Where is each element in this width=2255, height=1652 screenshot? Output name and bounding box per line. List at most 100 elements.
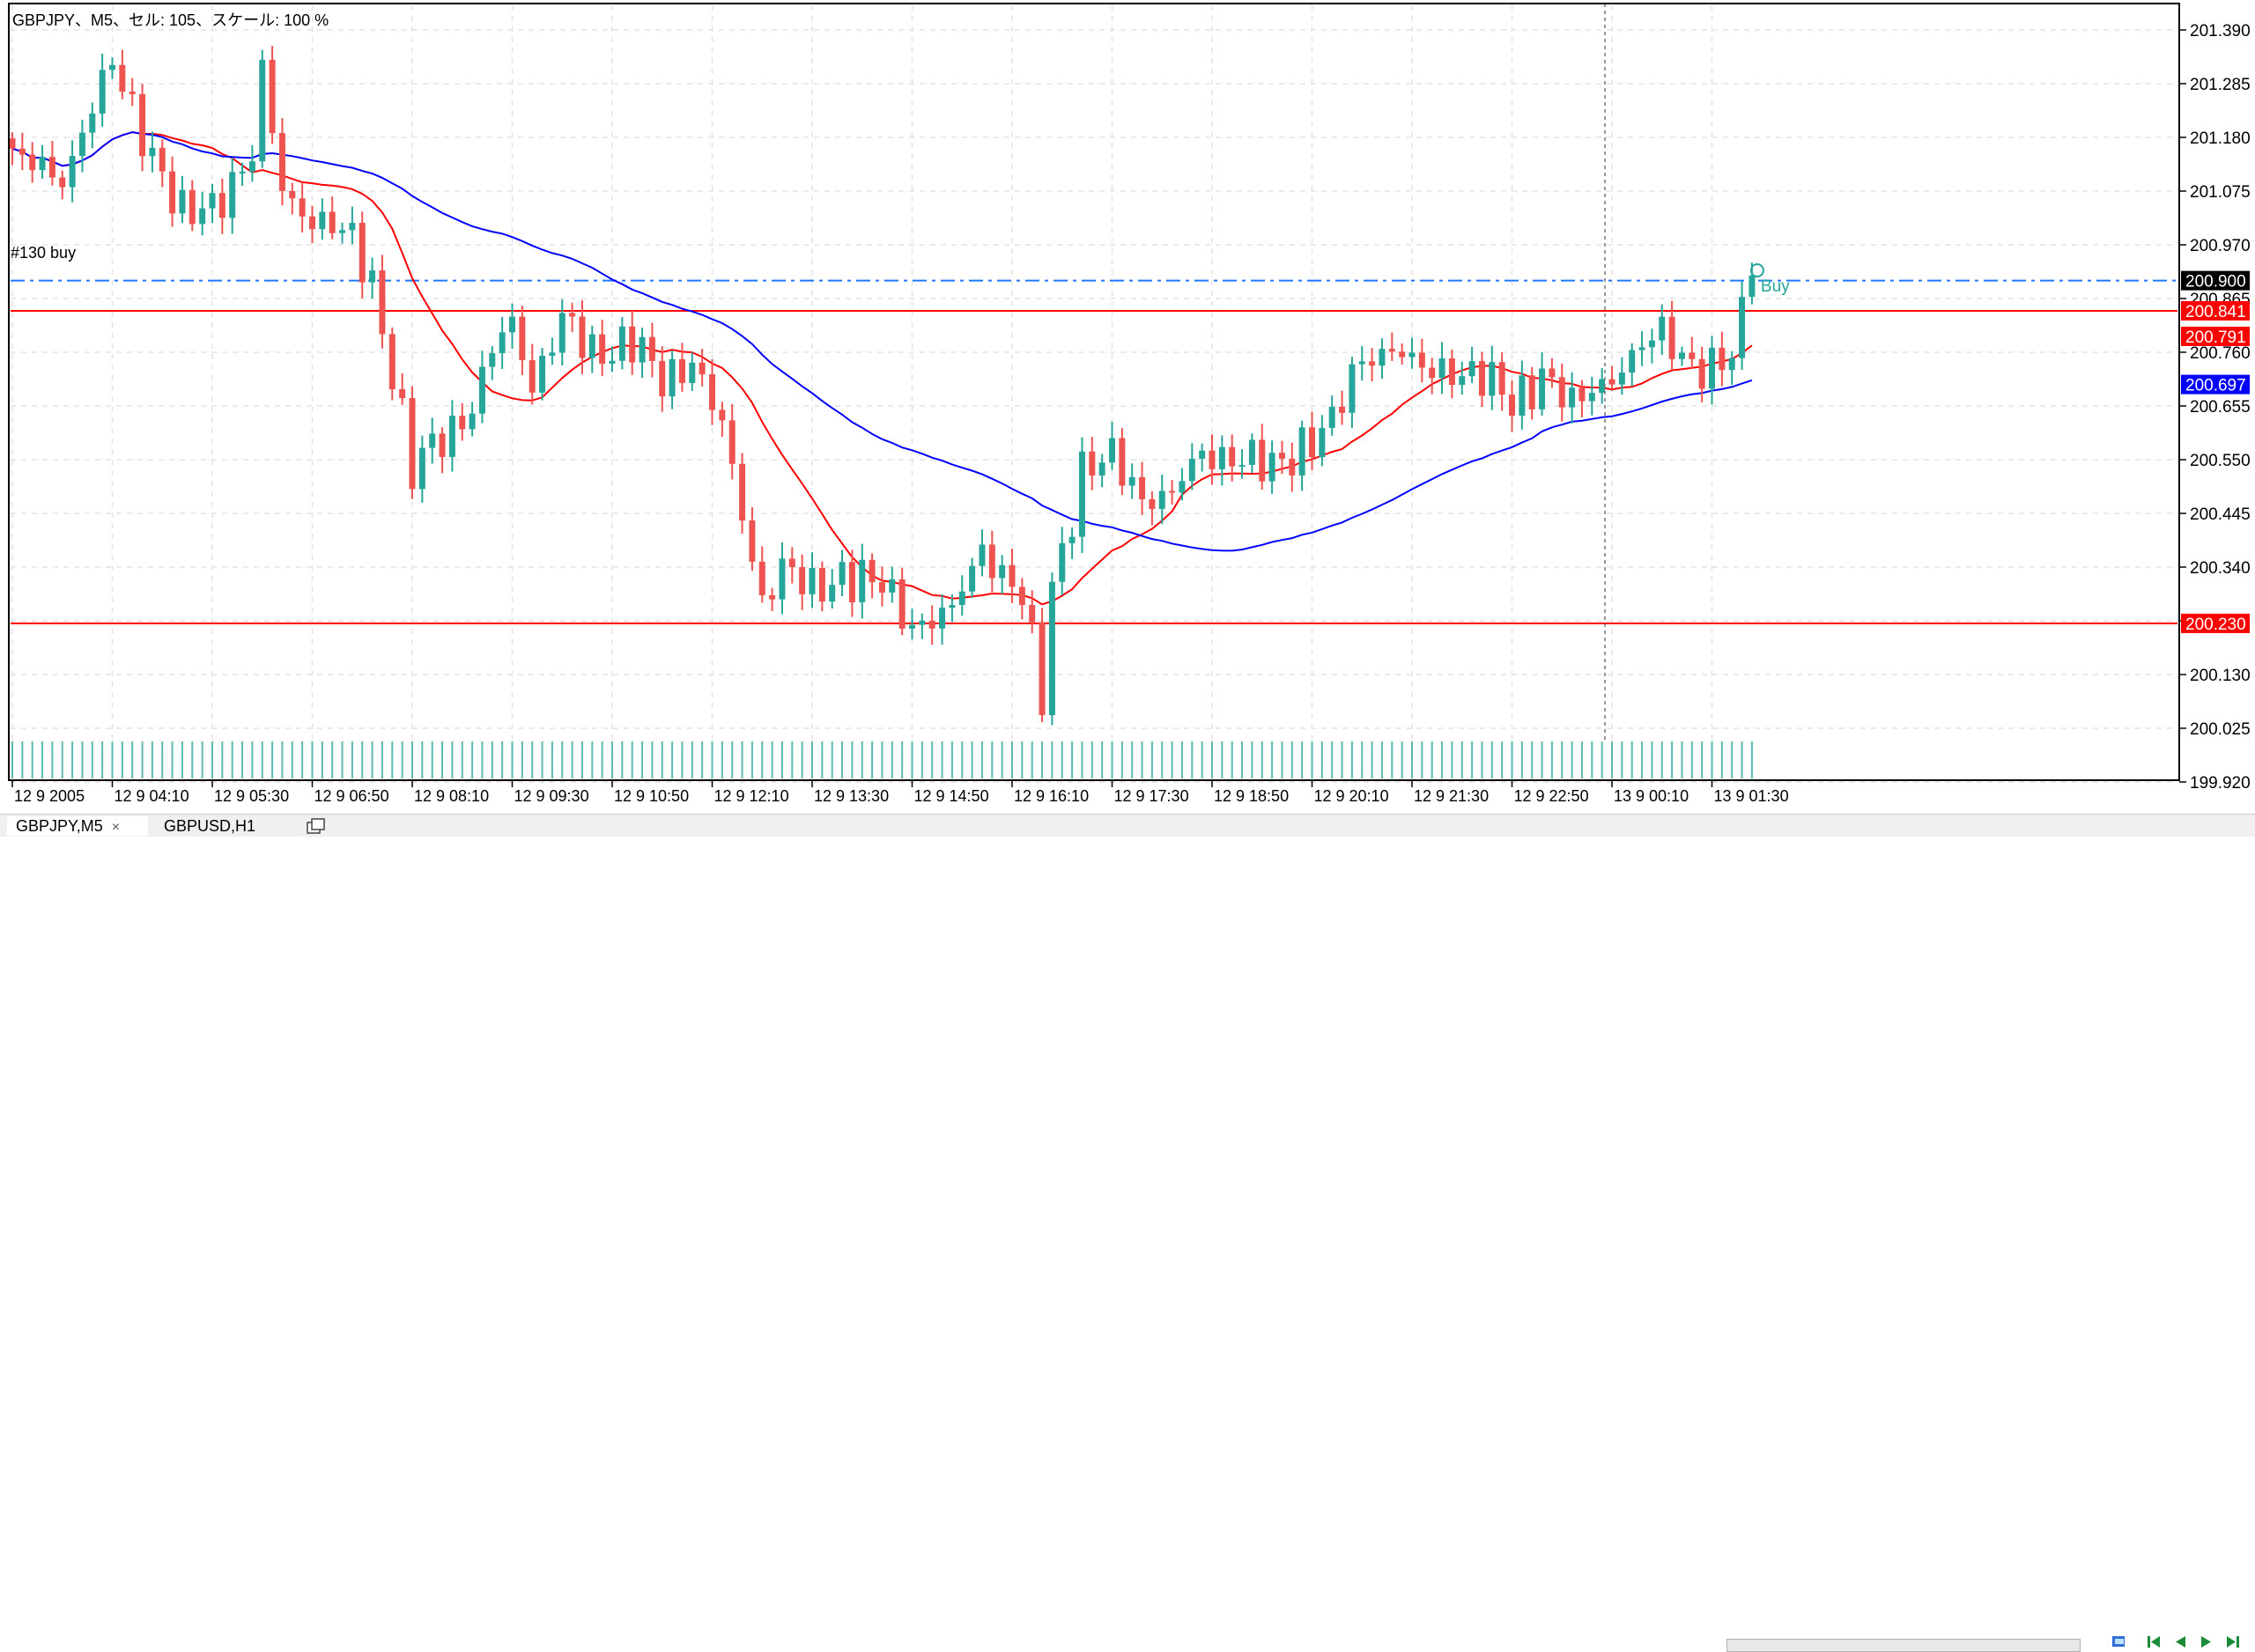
x-tick-label: 12 9 18:50 — [1214, 787, 1289, 805]
candle-body — [329, 211, 336, 233]
candle-body — [919, 620, 926, 625]
tab-label: GBPUSD,H1 — [164, 817, 256, 835]
candle-body — [1078, 451, 1085, 537]
candle-body — [1618, 372, 1625, 385]
candle-body — [169, 171, 176, 214]
new-chart-icon[interactable] — [307, 818, 326, 834]
tab-gbpjpy-m5[interactable]: GBPJPY,M5 × — [7, 816, 148, 836]
x-tick-label: 12 9 04:10 — [115, 787, 189, 805]
candles — [9, 46, 1756, 726]
buy-marker[interactable]: Buy — [1749, 263, 1790, 296]
candle-body — [758, 561, 765, 595]
price-tags: 200.900 200.841 200.791 200.697 200.230 — [2181, 270, 2250, 634]
candle-body — [239, 171, 246, 173]
candle-body — [1309, 427, 1315, 458]
candle-body — [1339, 406, 1346, 413]
candle-body — [18, 148, 26, 155]
chart-background — [0, 0, 2255, 814]
candle-body — [1689, 352, 1696, 359]
candle-body — [1399, 351, 1406, 358]
chart-shift-icon[interactable] — [2111, 1634, 2125, 1649]
candle-body — [1709, 347, 1715, 389]
candle-body — [1289, 458, 1296, 476]
candle-body — [499, 332, 506, 354]
candle-body — [478, 366, 485, 414]
y-tick-label: 200.340 — [2190, 559, 2251, 578]
candle-body — [1408, 352, 1416, 358]
candle-body — [1059, 542, 1066, 582]
candle-body — [269, 59, 276, 134]
candle-body — [299, 198, 306, 217]
scroll-left-icon[interactable] — [2172, 1634, 2186, 1649]
candle-body — [309, 216, 315, 230]
candle-body — [1128, 476, 1135, 486]
candle-body — [1109, 438, 1115, 463]
candle-body — [969, 565, 976, 592]
candle-body — [889, 579, 896, 593]
candle-body — [1349, 364, 1356, 413]
candle-body — [1009, 564, 1016, 587]
y-tick-label: 200.760 — [2190, 344, 2251, 363]
y-tick-label: 200.550 — [2190, 452, 2251, 470]
candle-body — [218, 193, 226, 218]
candle-body — [359, 223, 366, 283]
y-tick-label: 200.970 — [2190, 237, 2251, 255]
chart-scrollbar[interactable] — [1726, 1639, 2081, 1652]
buy-arrow-icon[interactable] — [1749, 263, 1764, 278]
candle-body — [569, 313, 576, 317]
candle-body — [1498, 362, 1505, 395]
candle-body — [618, 326, 625, 361]
candle-body — [459, 416, 466, 430]
scroll-right-icon[interactable] — [2199, 1634, 2213, 1649]
candle-body — [369, 270, 376, 283]
x-tick-label: 12 9 20:10 — [1314, 787, 1389, 805]
candle-body — [1188, 458, 1195, 482]
candle-body — [189, 189, 196, 225]
candle-body — [1199, 450, 1206, 459]
candle-body — [1588, 393, 1595, 402]
candle-body — [248, 161, 255, 172]
candle-body — [1048, 581, 1055, 716]
scroll-last-icon[interactable] — [2225, 1634, 2239, 1649]
candle-body — [1068, 536, 1076, 543]
candle-body — [1448, 358, 1455, 385]
candle-body — [739, 463, 746, 521]
candle-body — [818, 568, 825, 602]
candle-body — [788, 558, 795, 568]
tab-close-icon[interactable]: × — [111, 820, 121, 835]
scroll-first-icon[interactable] — [2146, 1634, 2160, 1649]
candle-body — [59, 177, 66, 188]
candle-body — [349, 223, 356, 231]
candle-body — [1478, 361, 1485, 396]
candle-body — [1698, 358, 1705, 389]
candle-body — [418, 447, 425, 490]
chart-tab-bar: GBPJPY,M5 × GBPUSD,H1 — [0, 814, 2255, 1652]
time-axis[interactable]: 12 9 2005 12 9 04:10 12 9 05:30 12 9 06:50 1… — [11, 780, 1789, 805]
candle-body — [1278, 453, 1285, 459]
candle-body — [1509, 395, 1515, 417]
candle-body — [9, 138, 16, 149]
x-tick-label: 12 9 12:10 — [714, 787, 789, 805]
candle-body — [149, 147, 156, 157]
candle-body — [709, 374, 715, 410]
price-tag-text: 200.841 — [2185, 303, 2246, 321]
price-axis[interactable]: 201.390 201.285 201.180 201.075 200.970 200.8… — [2179, 22, 2251, 793]
candle-body — [1119, 438, 1126, 486]
y-tick-label: 201.180 — [2190, 129, 2251, 148]
candle-body — [928, 620, 935, 629]
price-chart[interactable]: Buy 201.390201.285201.180201.075200.9702… — [0, 0, 2255, 814]
candle-body — [289, 190, 296, 199]
y-tick-label: 200.655 — [2190, 398, 2251, 417]
y-tick-label: 201.285 — [2190, 76, 2251, 94]
candle-body — [909, 624, 915, 629]
tab-gbpusd-h1[interactable]: GBPUSD,H1 — [157, 816, 296, 836]
candle-body — [388, 334, 396, 390]
candle-body — [1098, 462, 1105, 476]
candle-body — [199, 208, 206, 225]
candle-body — [1719, 347, 1726, 371]
candle-body — [1218, 446, 1225, 469]
x-tick-label: 12 9 05:30 — [214, 787, 289, 805]
candle-body — [439, 433, 446, 457]
candle-body — [689, 362, 696, 383]
candle-body — [429, 433, 436, 448]
